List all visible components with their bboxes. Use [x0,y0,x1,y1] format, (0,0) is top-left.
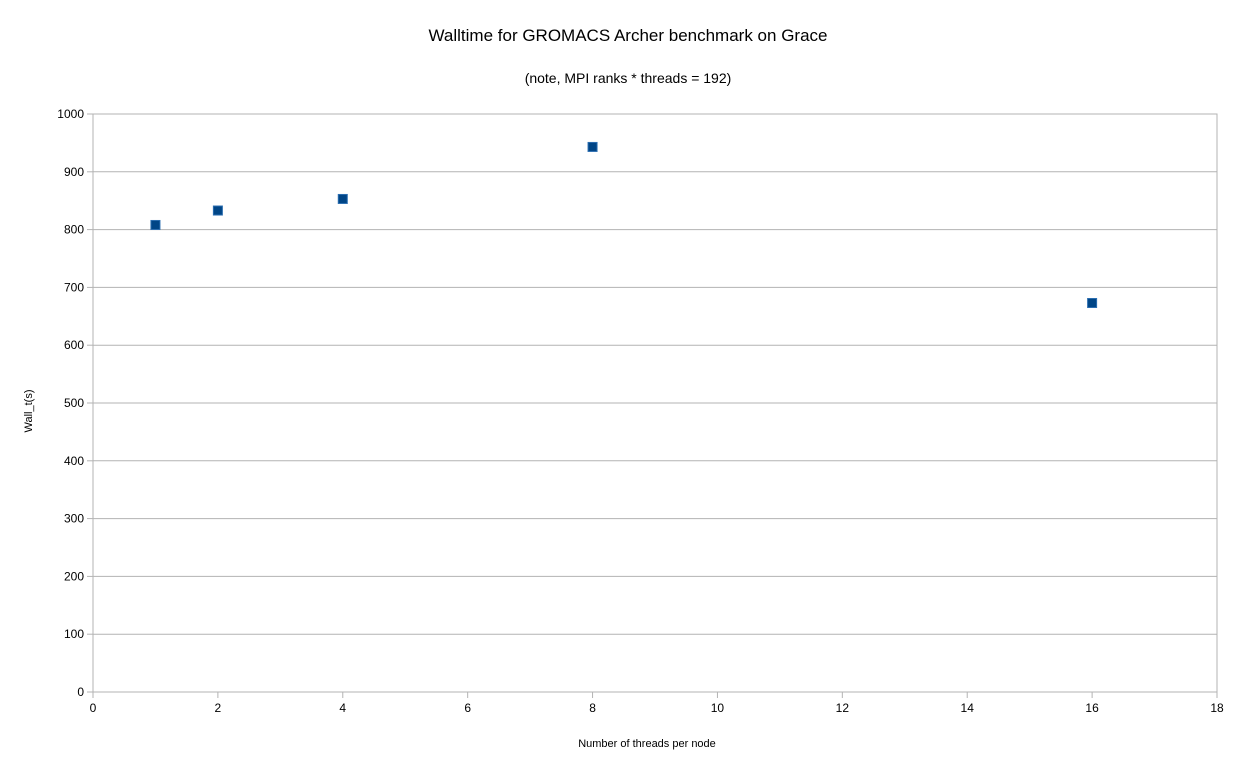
data-point [212,205,223,216]
y-tick-label: 800 [64,223,84,237]
y-tick-label: 0 [77,685,84,699]
x-tick-label: 18 [1210,701,1224,715]
y-tick-label: 500 [64,396,84,410]
x-tick-label: 10 [711,701,725,715]
chart-title: Walltime for GROMACS Archer benchmark on… [429,26,828,45]
y-tick-label: 200 [64,569,84,583]
x-tick-label: 8 [589,701,596,715]
data-points [150,141,1098,309]
y-tick-label: 100 [64,627,84,641]
x-tick-label: 2 [215,701,222,715]
y-tick-label: 300 [64,512,84,526]
y-tick-label: 900 [64,165,84,179]
y-tick-label: 400 [64,454,84,468]
data-point [587,141,598,152]
chart-subtitle: (note, MPI ranks * threads = 192) [525,70,732,86]
y-axis-label: Wall_t(s) [23,390,35,433]
data-point [1087,298,1098,309]
x-axis-ticks: 0 2 4 6 8 10 12 14 16 18 [90,692,1224,715]
y-tick-label: 600 [64,338,84,352]
y-tick-label: 1000 [57,107,84,121]
x-tick-label: 0 [90,701,97,715]
y-tick-label: 700 [64,280,84,294]
x-tick-label: 14 [961,701,975,715]
x-tick-label: 12 [836,701,850,715]
x-tick-label: 4 [339,701,346,715]
data-point [337,193,348,204]
y-axis-ticks: 0 100 200 300 400 500 600 700 800 900 1000 [57,107,93,699]
x-axis-label: Number of threads per node [578,738,716,750]
x-tick-label: 6 [464,701,471,715]
data-point [150,219,161,230]
x-tick-label: 16 [1085,701,1099,715]
grid-lines [93,113,1217,693]
